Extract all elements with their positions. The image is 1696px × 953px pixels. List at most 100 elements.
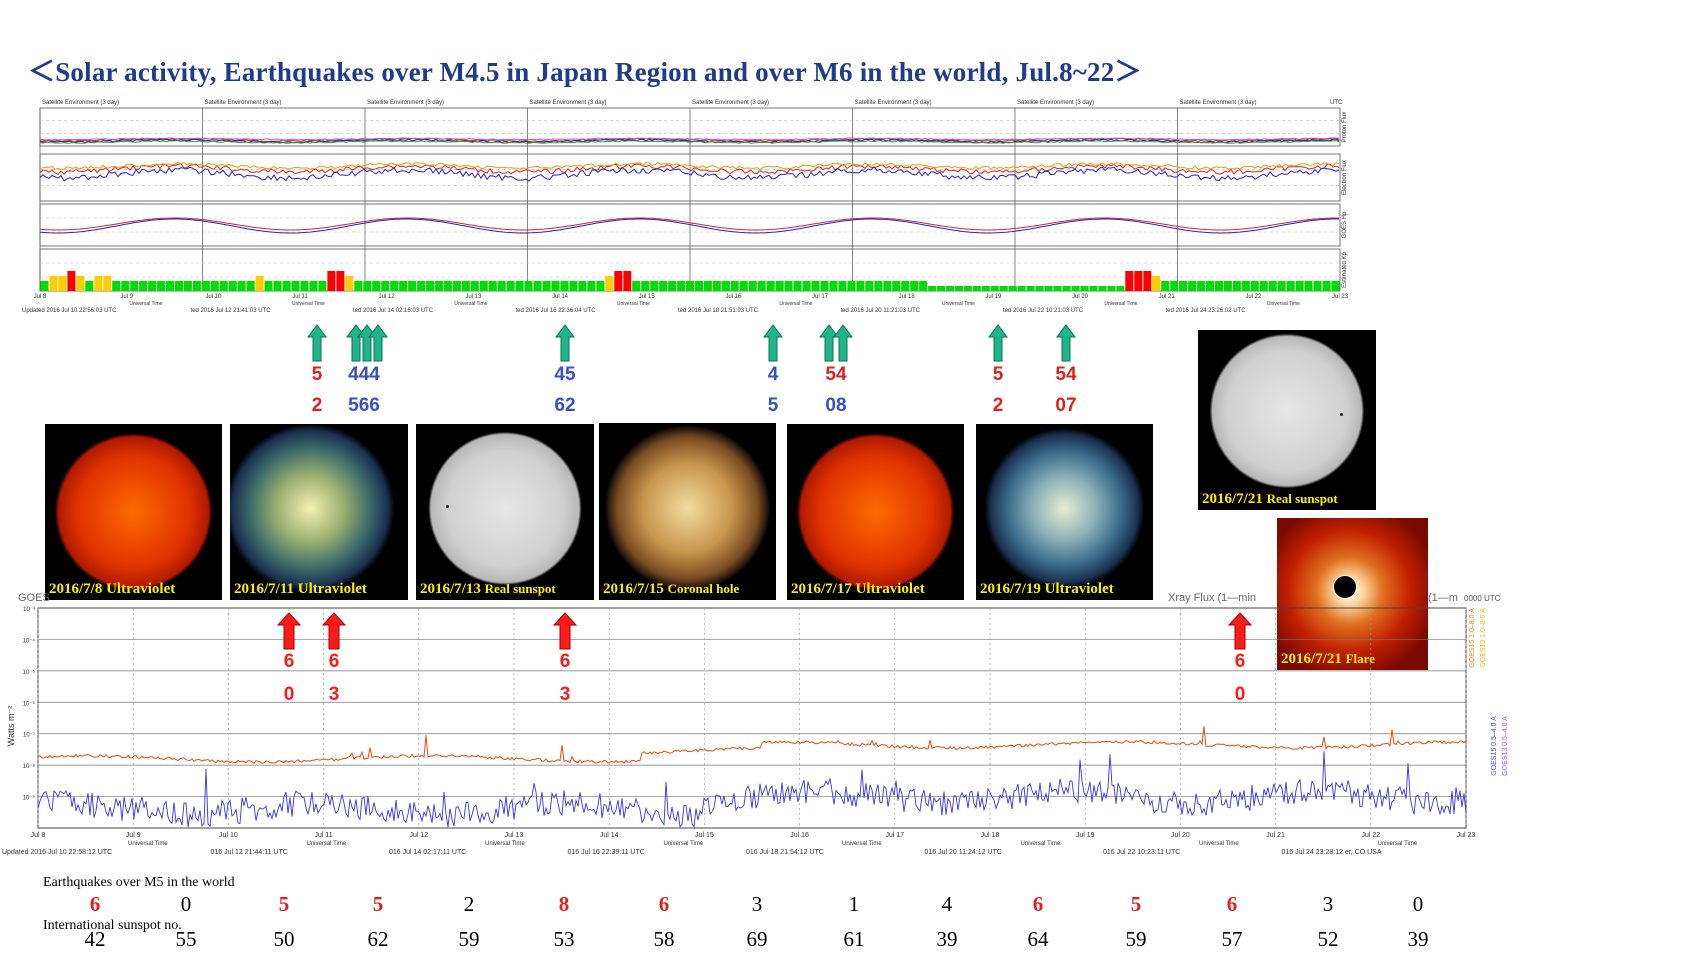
kp-bar — [802, 281, 811, 291]
kp-bar — [730, 281, 739, 291]
sat-updated-stamp: ted 2016 Jul 22 10:21:03 UTC — [1003, 308, 1084, 314]
kp-bar — [1179, 281, 1188, 291]
sat-date-tick: Jul 11 — [292, 294, 308, 300]
xray-title-left: GOES — [18, 592, 50, 604]
kp-bar — [1313, 281, 1322, 291]
earthquake-count: 6 — [1226, 892, 1238, 916]
kp-bar — [650, 281, 659, 291]
kp-bar — [892, 281, 901, 291]
xray-title: Xray Flux (1—min — [1168, 592, 1256, 604]
kp-bar — [183, 281, 192, 291]
kp-bar — [1062, 286, 1071, 291]
sat-row-frame — [39, 203, 1341, 247]
kp-bar — [632, 281, 641, 291]
kp-bar — [1071, 286, 1080, 291]
xray-title-right: (1—m — [1428, 592, 1458, 604]
kp-bar — [399, 281, 408, 291]
xray-universal-time: Universal Time — [1378, 841, 1418, 847]
caption-date: 2016/7/17 — [791, 581, 856, 597]
solar-image-4: 2016/7/15 Coronal hole — [599, 423, 776, 600]
red-up-arrow — [322, 612, 346, 650]
xray-date-tick: Jul 19 — [1076, 832, 1095, 839]
caption-date: 2016/7/19 — [980, 581, 1045, 597]
japan-quake-top: 54 — [825, 364, 847, 385]
kp-bar — [103, 276, 112, 291]
xray-y-tick: 10⁻³ — [23, 607, 35, 613]
sat-universal-time: Universal Time — [1104, 301, 1137, 307]
kp-bar — [273, 281, 282, 291]
kp-bar — [175, 281, 183, 291]
sunspot-number: 69 — [746, 927, 768, 951]
sunspot-number: 57 — [1221, 927, 1243, 951]
caption-kind: Flare — [1345, 651, 1375, 666]
kp-bar — [820, 281, 829, 291]
earthquake-count: 2 — [463, 892, 475, 916]
solar-image-8: 2016/7/21 Flare — [1277, 518, 1428, 670]
kp-bar — [417, 281, 426, 291]
earthquake-count: 8 — [558, 892, 570, 916]
xray-updated-stamp: 016 Jul 14 02:17:11 UTC — [389, 849, 466, 856]
kp-bar — [569, 281, 578, 291]
kp-bar — [1197, 281, 1206, 291]
kp-bar — [1026, 286, 1035, 291]
kp-bar — [435, 281, 443, 291]
caption-kind: Real sunspot — [484, 581, 556, 596]
sat-trace — [39, 137, 1340, 141]
sat-date-tick: Jul 15 — [639, 294, 656, 300]
image-caption: 2016/7/21 Flare — [1281, 651, 1375, 668]
kp-bar — [1107, 286, 1116, 291]
kp-bar — [381, 281, 390, 291]
japan-quake-bottom: 07 — [1055, 395, 1077, 416]
kp-bar — [972, 286, 981, 291]
kp-bar — [793, 281, 802, 291]
sat-date-tick: Jul 10 — [205, 294, 222, 300]
xray-updated-stamp: 016 Jul 24 23:28:12 er, CO USA — [1282, 849, 1382, 856]
xray-date-tick: Jul 15 — [695, 832, 714, 839]
kp-bar — [811, 281, 820, 291]
caption-kind: Real sunspot — [1266, 491, 1338, 506]
kp-bar — [856, 281, 865, 291]
sat-trace — [39, 166, 1340, 182]
xray-updated-stamp: Updated 2016 Jul 10 22:58:12 UTC — [2, 849, 112, 856]
world-quake-top: 6 — [328, 651, 340, 672]
kp-bar — [1277, 281, 1286, 291]
xray-universal-time: Universal Time — [664, 841, 704, 847]
kp-bar — [246, 281, 255, 291]
kp-bar — [1215, 281, 1223, 291]
kp-bar — [910, 281, 919, 291]
xray-date-tick: Jul 16 — [790, 832, 809, 839]
panel-title: Satellite Environment (3 day) — [205, 100, 282, 106]
panel-title: Satellite Environment (3 day) — [692, 100, 769, 106]
caption-kind: Coronal hole — [667, 581, 740, 596]
sat-right-label: Proton Flux — [1342, 112, 1348, 143]
kp-bar — [712, 281, 721, 291]
kp-bar — [1241, 281, 1250, 291]
xray-y-tick: 10⁻⁶ — [23, 700, 36, 707]
xray-universal-time: Universal Time — [842, 841, 882, 847]
caption-date: 2016/7/8 — [49, 581, 107, 597]
kp-bar — [533, 281, 542, 291]
japan-quake-top: 444 — [348, 364, 380, 385]
kp-bar — [542, 281, 551, 291]
xray-legend-entry: GOES13 1.0–8.0 A — [1480, 608, 1487, 668]
xray-universal-time: Universal Time — [128, 841, 168, 847]
kp-bar — [461, 281, 470, 291]
japan-quake-bottom: 2 — [311, 395, 323, 416]
kp-bar — [748, 281, 757, 291]
kp-bar — [695, 281, 703, 291]
kp-bar — [1080, 286, 1089, 291]
sunspot-dot — [1340, 413, 1343, 416]
earthquake-count: 6 — [658, 892, 670, 916]
kp-bar — [1223, 281, 1232, 291]
kp-bar — [506, 281, 515, 291]
kp-bar — [121, 281, 130, 291]
red-up-arrow — [277, 612, 301, 650]
kp-bar — [166, 281, 174, 291]
satellite-environment-chart: Satellite Environment (3 day) Satellite E… — [22, 100, 1349, 314]
kp-bar — [157, 281, 166, 291]
sat-trace — [39, 218, 1339, 234]
caption-date: 2016/7/15 — [603, 581, 668, 597]
kp-bar — [721, 281, 730, 291]
sunspot-number: 39 — [1407, 927, 1429, 951]
kp-bar — [766, 281, 775, 291]
